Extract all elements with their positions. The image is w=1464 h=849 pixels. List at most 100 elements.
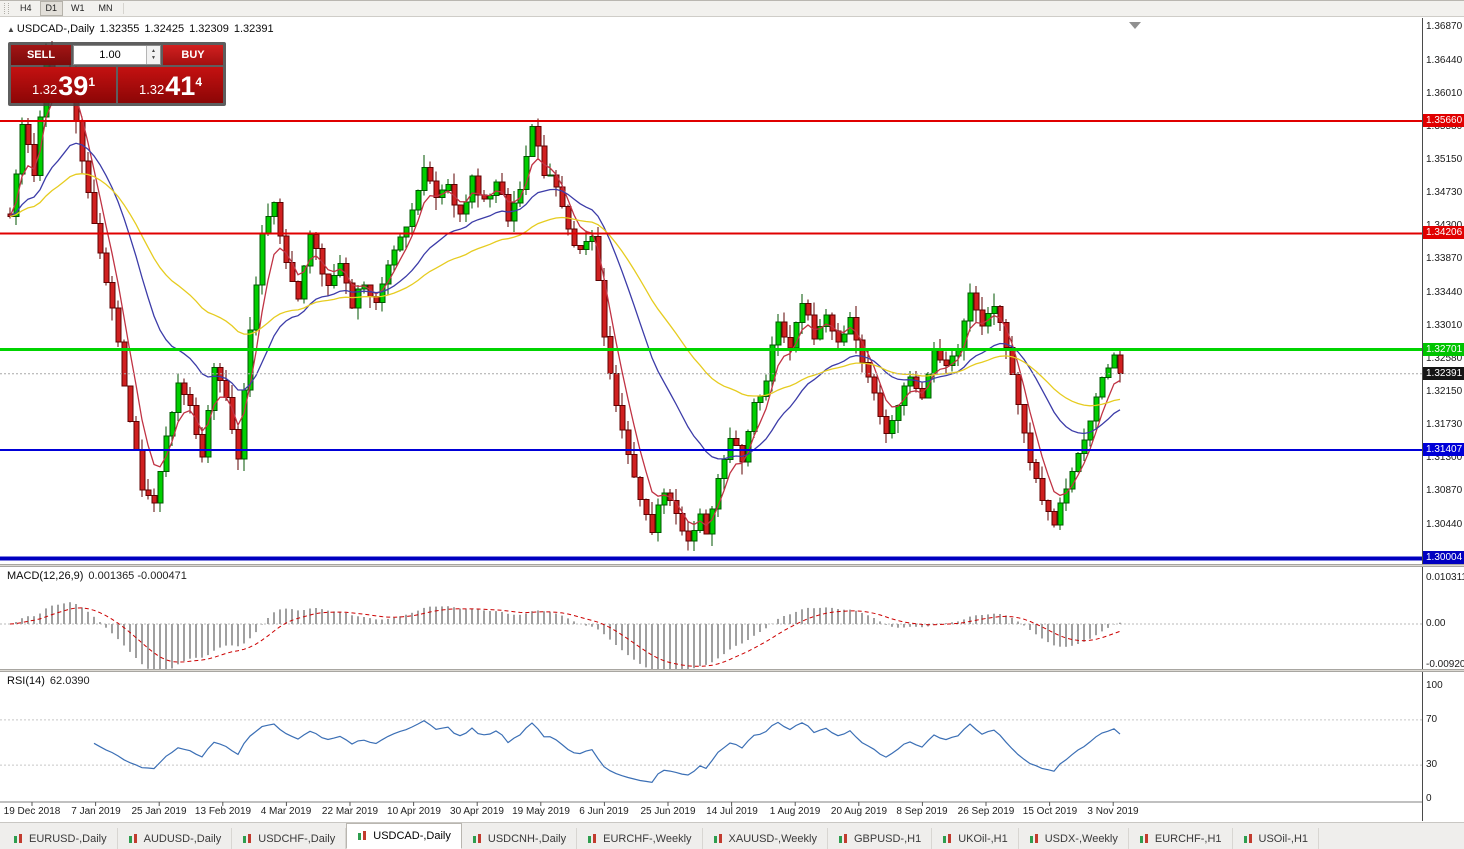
chart-icon bbox=[13, 833, 24, 844]
sell-price[interactable]: 1.32 39 1 bbox=[11, 67, 116, 103]
timeframe-mn[interactable]: MN bbox=[98, 3, 113, 13]
chart-tab-label: XAUUSD-,Weekly bbox=[728, 832, 817, 845]
symbol-arrow-icon: ▲ bbox=[7, 25, 15, 34]
price-axis-label: 1.34730 bbox=[1426, 187, 1463, 198]
sell-price-pips: 39 bbox=[58, 71, 89, 101]
chart-tab-usdx-weekly[interactable]: USDX-,Weekly bbox=[1019, 828, 1129, 849]
price-axis-label: 1.30440 bbox=[1426, 519, 1463, 530]
price-axis-label: 1.36870 bbox=[1426, 21, 1463, 32]
price-axis-label: 1.36010 bbox=[1426, 88, 1463, 99]
chart-tab-bar: EURUSD-,Daily AUDUSD-,Daily USDCHF-,Daily U… bbox=[0, 822, 1464, 849]
chart-tab-label: USDCNH-,Daily bbox=[487, 832, 567, 845]
price-axis[interactable]: 1.368701.364401.360101.355801.351501.347… bbox=[1422, 18, 1464, 821]
chart-icon bbox=[1029, 833, 1040, 844]
price-axis-label: 1.36440 bbox=[1426, 55, 1463, 66]
chart-tab-label: USOil-,H1 bbox=[1258, 832, 1309, 845]
chart-icon bbox=[1243, 833, 1254, 844]
chart-tab-label: USDCAD-,Daily bbox=[373, 830, 451, 842]
date-label: 1 Aug 2019 bbox=[769, 806, 821, 817]
current-price-tag: 1.32391 bbox=[1423, 367, 1464, 380]
macd-name: MACD(12,26,9) bbox=[7, 570, 84, 582]
date-label: 15 Oct 2019 bbox=[1022, 806, 1078, 817]
timeframe-toolbar: H4 D1 W1 MN bbox=[0, 1, 1464, 17]
chart-tab-eurchf-weekly[interactable]: EURCHF-,Weekly bbox=[577, 828, 703, 849]
rsi-axis-label: 70 bbox=[1426, 714, 1438, 725]
price-axis-label: 1.33870 bbox=[1426, 253, 1463, 264]
macd-axis-label: -0.009203 bbox=[1426, 659, 1464, 670]
chart-tab-label: AUDUSD-,Daily bbox=[143, 832, 222, 845]
date-label: 6 Jun 2019 bbox=[579, 806, 629, 817]
rsi-value: 62.0390 bbox=[49, 675, 90, 687]
chart-tab-gbpusd-h1[interactable]: GBPUSD-,H1 bbox=[828, 828, 933, 849]
chart-title: ▲ USDCAD-,Daily 1.32355 1.32425 1.32309 1.323… bbox=[7, 23, 279, 35]
one-click-trading-panel: SELL 1.00 ▲ ▼ BUY 1.32 39 1 1.32 bbox=[8, 42, 226, 106]
volume-spinner[interactable]: ▲ ▼ bbox=[146, 46, 160, 64]
date-label: 30 Apr 2019 bbox=[450, 806, 504, 817]
chart-icon bbox=[357, 831, 368, 841]
date-label: 4 Mar 2019 bbox=[260, 806, 312, 817]
date-label: 22 Mar 2019 bbox=[321, 806, 379, 817]
volume-field[interactable]: 1.00 ▲ ▼ bbox=[73, 45, 161, 65]
buy-price[interactable]: 1.32 41 4 bbox=[118, 67, 223, 103]
price-axis-label: 1.32150 bbox=[1426, 386, 1463, 397]
chart-canvas[interactable] bbox=[0, 18, 1422, 821]
chart-tab-usoil-h1[interactable]: USOil-,H1 bbox=[1233, 828, 1320, 849]
timeframe-h4[interactable]: H4 bbox=[20, 3, 32, 13]
date-label: 10 Apr 2019 bbox=[387, 806, 441, 817]
macd-values: 0.001365 -0.000471 bbox=[88, 570, 187, 582]
pane-splitter-rsi[interactable] bbox=[0, 669, 1464, 672]
price-axis-label: 1.31730 bbox=[1426, 419, 1463, 430]
price-axis-label: 1.30870 bbox=[1426, 485, 1463, 496]
price-axis-label: 1.31300 bbox=[1426, 452, 1463, 463]
chart-tab-eurusd-daily[interactable]: EURUSD-,Daily bbox=[3, 828, 118, 849]
toolbar-separator bbox=[122, 3, 124, 14]
rsi-axis-label: 100 bbox=[1426, 680, 1443, 691]
timeframe-d1[interactable]: D1 bbox=[39, 1, 64, 16]
price-axis-label: 1.33010 bbox=[1426, 320, 1463, 331]
chart-tab-ukoil-h1[interactable]: UKOil-,H1 bbox=[932, 828, 1019, 849]
price-axis-label: 1.34300 bbox=[1423, 220, 1464, 231]
chart-tab-eurchf-h1[interactable]: EURCHF-,H1 bbox=[1129, 828, 1233, 849]
ohlc-close: 1.32391 bbox=[233, 23, 274, 35]
chart-tab-usdcnh-daily[interactable]: USDCNH-,Daily bbox=[462, 828, 578, 849]
chart-tab-label: USDCHF-,Daily bbox=[258, 832, 336, 845]
buy-price-pips: 41 bbox=[165, 71, 196, 101]
chart-tab-audusd-daily[interactable]: AUDUSD-,Daily bbox=[118, 828, 233, 849]
date-label: 3 Nov 2019 bbox=[1087, 806, 1139, 817]
chart-tab-usdchf-daily[interactable]: USDCHF-,Daily bbox=[232, 828, 347, 849]
level-price-tag: 1.34206 bbox=[1423, 226, 1464, 239]
chart-tab-usdcad-daily[interactable]: USDCAD-,Daily bbox=[346, 823, 462, 849]
sell-button[interactable]: SELL bbox=[11, 45, 71, 65]
chart-tab-label: EURCHF-,Weekly bbox=[603, 832, 692, 845]
date-label: 20 Aug 2019 bbox=[830, 806, 888, 817]
level-price-tag: 1.32701 bbox=[1423, 343, 1464, 356]
volume-value[interactable]: 1.00 bbox=[99, 49, 121, 61]
sell-price-point: 1 bbox=[88, 75, 96, 89]
rsi-name: RSI(14) bbox=[7, 675, 45, 687]
chart-tab-xauusd-weekly[interactable]: XAUUSD-,Weekly bbox=[703, 828, 828, 849]
level-price-tag: 1.35660 bbox=[1423, 114, 1464, 127]
chart-tab-label: UKOil-,H1 bbox=[958, 832, 1008, 845]
chart-icon bbox=[587, 833, 598, 844]
price-axis-label: 1.32580 bbox=[1426, 353, 1463, 364]
date-label: 25 Jun 2019 bbox=[640, 806, 696, 817]
buy-price-point: 4 bbox=[195, 75, 203, 89]
date-label: 7 Jan 2019 bbox=[71, 806, 121, 817]
date-label: 8 Sep 2019 bbox=[896, 806, 948, 817]
date-label: 26 Sep 2019 bbox=[957, 806, 1015, 817]
spinner-down-icon[interactable]: ▼ bbox=[151, 55, 156, 61]
buy-button[interactable]: BUY bbox=[163, 45, 223, 65]
toolbar-grip[interactable] bbox=[4, 3, 9, 14]
chart-icon bbox=[472, 833, 483, 844]
rsi-axis-label: 30 bbox=[1426, 759, 1438, 770]
price-axis-label: 1.35150 bbox=[1426, 154, 1463, 165]
pane-splitter-macd[interactable] bbox=[0, 564, 1464, 567]
spinner-up-icon[interactable]: ▲ bbox=[151, 48, 156, 54]
date-label: 19 May 2019 bbox=[512, 806, 570, 817]
level-price-tag: 1.30004 bbox=[1423, 551, 1464, 564]
chart-symbol: USDCAD-,Daily bbox=[16, 23, 95, 35]
macd-axis-label: 0.00 bbox=[1426, 618, 1446, 629]
chart-tab-label: GBPUSD-,H1 bbox=[853, 832, 922, 845]
timeframe-w1[interactable]: W1 bbox=[71, 3, 85, 13]
date-label: 13 Feb 2019 bbox=[194, 806, 252, 817]
